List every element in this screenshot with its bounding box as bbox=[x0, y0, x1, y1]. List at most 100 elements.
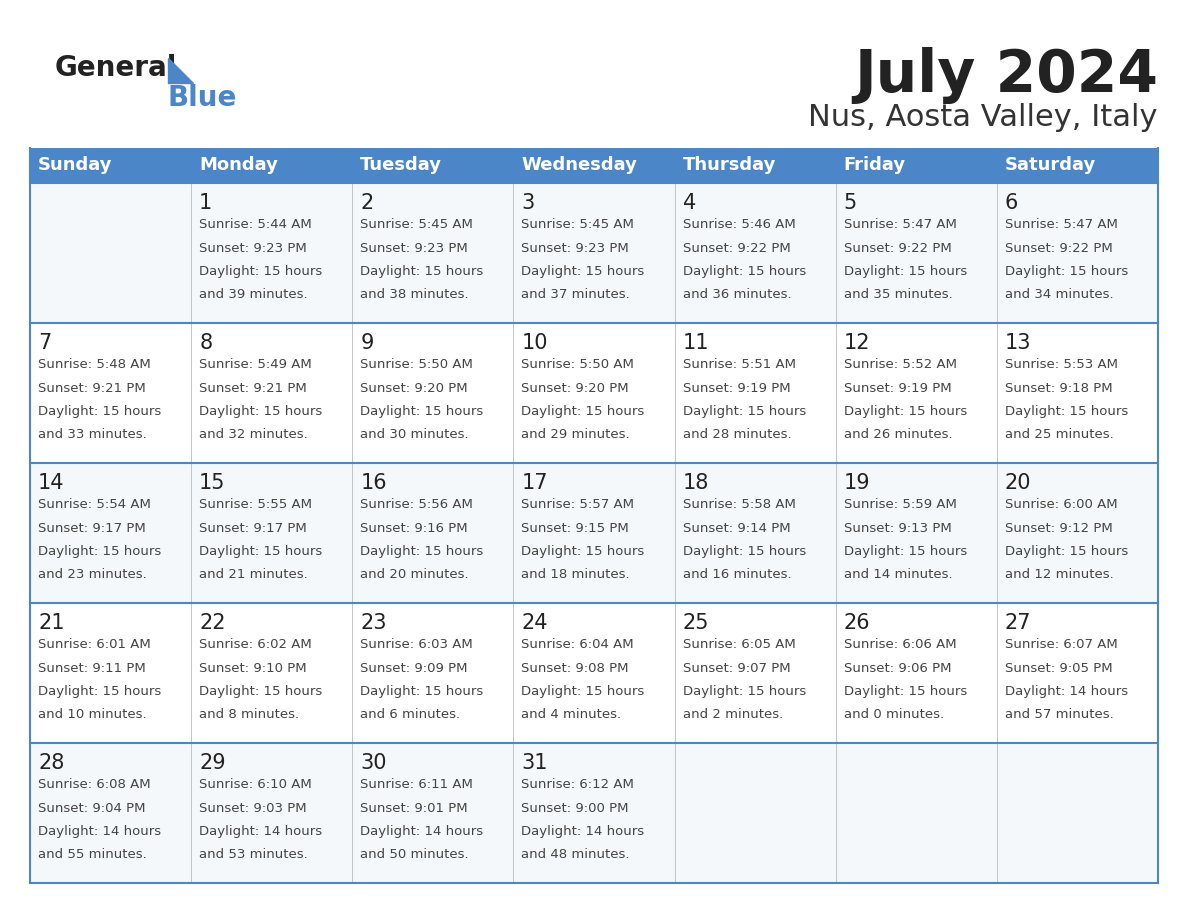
Text: Daylight: 15 hours: Daylight: 15 hours bbox=[843, 405, 967, 418]
Text: Sunset: 9:20 PM: Sunset: 9:20 PM bbox=[522, 382, 630, 395]
Bar bbox=[30, 183, 1158, 323]
Text: Sunset: 9:06 PM: Sunset: 9:06 PM bbox=[843, 662, 952, 675]
Text: and 25 minutes.: and 25 minutes. bbox=[1005, 428, 1113, 441]
Text: Sunrise: 6:08 AM: Sunrise: 6:08 AM bbox=[38, 778, 151, 791]
Text: and 50 minutes.: and 50 minutes. bbox=[360, 847, 469, 860]
Text: and 48 minutes.: and 48 minutes. bbox=[522, 847, 630, 860]
Text: Daylight: 15 hours: Daylight: 15 hours bbox=[522, 685, 645, 698]
Text: Sunrise: 5:49 AM: Sunrise: 5:49 AM bbox=[200, 359, 312, 372]
Text: Sunset: 9:08 PM: Sunset: 9:08 PM bbox=[522, 662, 628, 675]
Text: Sunset: 9:14 PM: Sunset: 9:14 PM bbox=[683, 521, 790, 534]
Text: Sunset: 9:13 PM: Sunset: 9:13 PM bbox=[843, 521, 952, 534]
Text: Daylight: 15 hours: Daylight: 15 hours bbox=[200, 544, 322, 557]
Text: Sunrise: 6:00 AM: Sunrise: 6:00 AM bbox=[1005, 498, 1118, 511]
Text: 26: 26 bbox=[843, 613, 871, 633]
Text: Sunset: 9:17 PM: Sunset: 9:17 PM bbox=[200, 521, 307, 534]
Text: Sunrise: 5:45 AM: Sunrise: 5:45 AM bbox=[522, 218, 634, 231]
Text: and 57 minutes.: and 57 minutes. bbox=[1005, 708, 1113, 721]
Text: 25: 25 bbox=[683, 613, 709, 633]
Text: Sunrise: 6:07 AM: Sunrise: 6:07 AM bbox=[1005, 639, 1118, 652]
Text: and 35 minutes.: and 35 minutes. bbox=[843, 287, 953, 300]
Text: 17: 17 bbox=[522, 473, 548, 493]
Text: 4: 4 bbox=[683, 193, 696, 213]
Text: Daylight: 15 hours: Daylight: 15 hours bbox=[360, 405, 484, 418]
Text: Sunrise: 5:44 AM: Sunrise: 5:44 AM bbox=[200, 218, 312, 231]
Text: Daylight: 15 hours: Daylight: 15 hours bbox=[522, 264, 645, 277]
Text: Daylight: 15 hours: Daylight: 15 hours bbox=[683, 685, 805, 698]
Text: Daylight: 15 hours: Daylight: 15 hours bbox=[843, 264, 967, 277]
Text: Sunset: 9:22 PM: Sunset: 9:22 PM bbox=[683, 241, 790, 254]
Text: Sunrise: 6:04 AM: Sunrise: 6:04 AM bbox=[522, 639, 634, 652]
Text: Sunset: 9:03 PM: Sunset: 9:03 PM bbox=[200, 801, 307, 814]
Text: 9: 9 bbox=[360, 333, 374, 353]
Text: 16: 16 bbox=[360, 473, 387, 493]
Text: Daylight: 15 hours: Daylight: 15 hours bbox=[683, 264, 805, 277]
Text: and 38 minutes.: and 38 minutes. bbox=[360, 287, 469, 300]
Text: 30: 30 bbox=[360, 753, 387, 773]
Text: Sunset: 9:01 PM: Sunset: 9:01 PM bbox=[360, 801, 468, 814]
Text: and 4 minutes.: and 4 minutes. bbox=[522, 708, 621, 721]
Text: 8: 8 bbox=[200, 333, 213, 353]
Text: Tuesday: Tuesday bbox=[360, 156, 442, 174]
Text: General: General bbox=[55, 54, 177, 82]
Text: Sunrise: 5:56 AM: Sunrise: 5:56 AM bbox=[360, 498, 473, 511]
Text: Sunset: 9:21 PM: Sunset: 9:21 PM bbox=[200, 382, 307, 395]
Text: Sunset: 9:05 PM: Sunset: 9:05 PM bbox=[1005, 662, 1112, 675]
Text: Sunrise: 5:47 AM: Sunrise: 5:47 AM bbox=[1005, 218, 1118, 231]
Text: July 2024: July 2024 bbox=[854, 47, 1158, 104]
Text: and 21 minutes.: and 21 minutes. bbox=[200, 567, 308, 580]
Text: Daylight: 15 hours: Daylight: 15 hours bbox=[200, 264, 322, 277]
Text: 15: 15 bbox=[200, 473, 226, 493]
Text: 2: 2 bbox=[360, 193, 373, 213]
Bar bbox=[30, 603, 1158, 743]
Text: Sunset: 9:12 PM: Sunset: 9:12 PM bbox=[1005, 521, 1113, 534]
Text: Daylight: 15 hours: Daylight: 15 hours bbox=[200, 685, 322, 698]
Text: Sunrise: 5:50 AM: Sunrise: 5:50 AM bbox=[360, 359, 473, 372]
Text: Daylight: 15 hours: Daylight: 15 hours bbox=[843, 685, 967, 698]
Text: 11: 11 bbox=[683, 333, 709, 353]
Text: and 12 minutes.: and 12 minutes. bbox=[1005, 567, 1113, 580]
Text: 31: 31 bbox=[522, 753, 548, 773]
Text: Daylight: 15 hours: Daylight: 15 hours bbox=[1005, 264, 1129, 277]
Text: Daylight: 14 hours: Daylight: 14 hours bbox=[522, 824, 645, 837]
Text: and 36 minutes.: and 36 minutes. bbox=[683, 287, 791, 300]
Text: Sunrise: 6:02 AM: Sunrise: 6:02 AM bbox=[200, 639, 312, 652]
Text: and 29 minutes.: and 29 minutes. bbox=[522, 428, 630, 441]
Text: Sunset: 9:00 PM: Sunset: 9:00 PM bbox=[522, 801, 628, 814]
Text: Daylight: 14 hours: Daylight: 14 hours bbox=[200, 824, 322, 837]
Text: 22: 22 bbox=[200, 613, 226, 633]
Bar bbox=[30, 743, 1158, 883]
Text: Sunset: 9:17 PM: Sunset: 9:17 PM bbox=[38, 521, 146, 534]
Text: Sunrise: 6:06 AM: Sunrise: 6:06 AM bbox=[843, 639, 956, 652]
Text: Sunset: 9:19 PM: Sunset: 9:19 PM bbox=[683, 382, 790, 395]
Text: Sunrise: 6:12 AM: Sunrise: 6:12 AM bbox=[522, 778, 634, 791]
Text: Daylight: 14 hours: Daylight: 14 hours bbox=[1005, 685, 1127, 698]
Text: Saturday: Saturday bbox=[1005, 156, 1097, 174]
Bar bbox=[30, 463, 1158, 603]
Text: 24: 24 bbox=[522, 613, 548, 633]
Text: 27: 27 bbox=[1005, 613, 1031, 633]
Text: and 23 minutes.: and 23 minutes. bbox=[38, 567, 147, 580]
Text: Daylight: 15 hours: Daylight: 15 hours bbox=[683, 544, 805, 557]
Text: Sunset: 9:04 PM: Sunset: 9:04 PM bbox=[38, 801, 145, 814]
Text: Sunset: 9:15 PM: Sunset: 9:15 PM bbox=[522, 521, 630, 534]
Text: Sunrise: 6:11 AM: Sunrise: 6:11 AM bbox=[360, 778, 473, 791]
Text: Sunset: 9:20 PM: Sunset: 9:20 PM bbox=[360, 382, 468, 395]
Text: Daylight: 15 hours: Daylight: 15 hours bbox=[683, 405, 805, 418]
Text: 12: 12 bbox=[843, 333, 871, 353]
Text: Blue: Blue bbox=[168, 84, 238, 112]
Text: Daylight: 15 hours: Daylight: 15 hours bbox=[360, 264, 484, 277]
Text: Daylight: 15 hours: Daylight: 15 hours bbox=[1005, 544, 1129, 557]
Text: Sunset: 9:21 PM: Sunset: 9:21 PM bbox=[38, 382, 146, 395]
Text: Daylight: 15 hours: Daylight: 15 hours bbox=[38, 405, 162, 418]
Text: Sunrise: 6:05 AM: Sunrise: 6:05 AM bbox=[683, 639, 795, 652]
Text: Monday: Monday bbox=[200, 156, 278, 174]
Text: 10: 10 bbox=[522, 333, 548, 353]
Text: Sunrise: 5:54 AM: Sunrise: 5:54 AM bbox=[38, 498, 151, 511]
Text: Sunrise: 6:10 AM: Sunrise: 6:10 AM bbox=[200, 778, 312, 791]
Text: Sunrise: 5:46 AM: Sunrise: 5:46 AM bbox=[683, 218, 795, 231]
Text: and 0 minutes.: and 0 minutes. bbox=[843, 708, 943, 721]
Text: and 30 minutes.: and 30 minutes. bbox=[360, 428, 469, 441]
Text: Sunset: 9:22 PM: Sunset: 9:22 PM bbox=[1005, 241, 1113, 254]
Text: 29: 29 bbox=[200, 753, 226, 773]
